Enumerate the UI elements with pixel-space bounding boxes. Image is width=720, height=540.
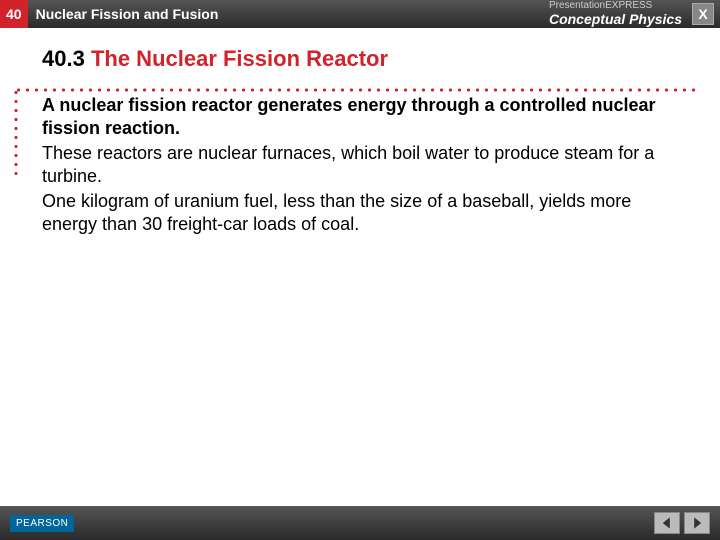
lead-paragraph: A nuclear fission reactor generates ener…	[42, 94, 662, 140]
close-button[interactable]: X	[692, 3, 714, 25]
topbar-right: PresentationEXPRESS Conceptual Physics X	[549, 1, 720, 27]
chevron-right-icon	[690, 516, 704, 530]
content-area: 40.3 The Nuclear Fission Reactor A nucle…	[0, 28, 720, 236]
brand-pre: PresentationEXPRESS	[549, 1, 682, 11]
dotted-rule-vertical	[14, 88, 18, 176]
brand-main: Conceptual Physics	[549, 11, 682, 27]
nav-controls	[654, 512, 710, 534]
section-title: The Nuclear Fission Reactor	[91, 46, 388, 71]
next-button[interactable]	[684, 512, 710, 534]
brand-block: PresentationEXPRESS Conceptual Physics	[549, 1, 682, 27]
chapter-bar: 40 Nuclear Fission and Fusion	[0, 0, 226, 28]
dotted-rule-horizontal	[14, 88, 700, 92]
body-text: A nuclear fission reactor generates ener…	[42, 94, 662, 236]
footer-bar: PEARSON	[0, 506, 720, 540]
chevron-left-icon	[660, 516, 674, 530]
chapter-title: Nuclear Fission and Fusion	[28, 6, 227, 22]
paragraph-2: These reactors are nuclear furnaces, whi…	[42, 142, 662, 188]
section-number: 40.3	[42, 46, 85, 71]
chapter-number: 40	[0, 0, 28, 28]
section-heading: 40.3 The Nuclear Fission Reactor	[42, 46, 692, 72]
paragraph-3: One kilogram of uranium fuel, less than …	[42, 190, 662, 236]
top-bar: 40 Nuclear Fission and Fusion Presentati…	[0, 0, 720, 28]
close-icon: X	[698, 6, 707, 22]
prev-button[interactable]	[654, 512, 680, 534]
publisher-logo: PEARSON	[10, 515, 74, 532]
